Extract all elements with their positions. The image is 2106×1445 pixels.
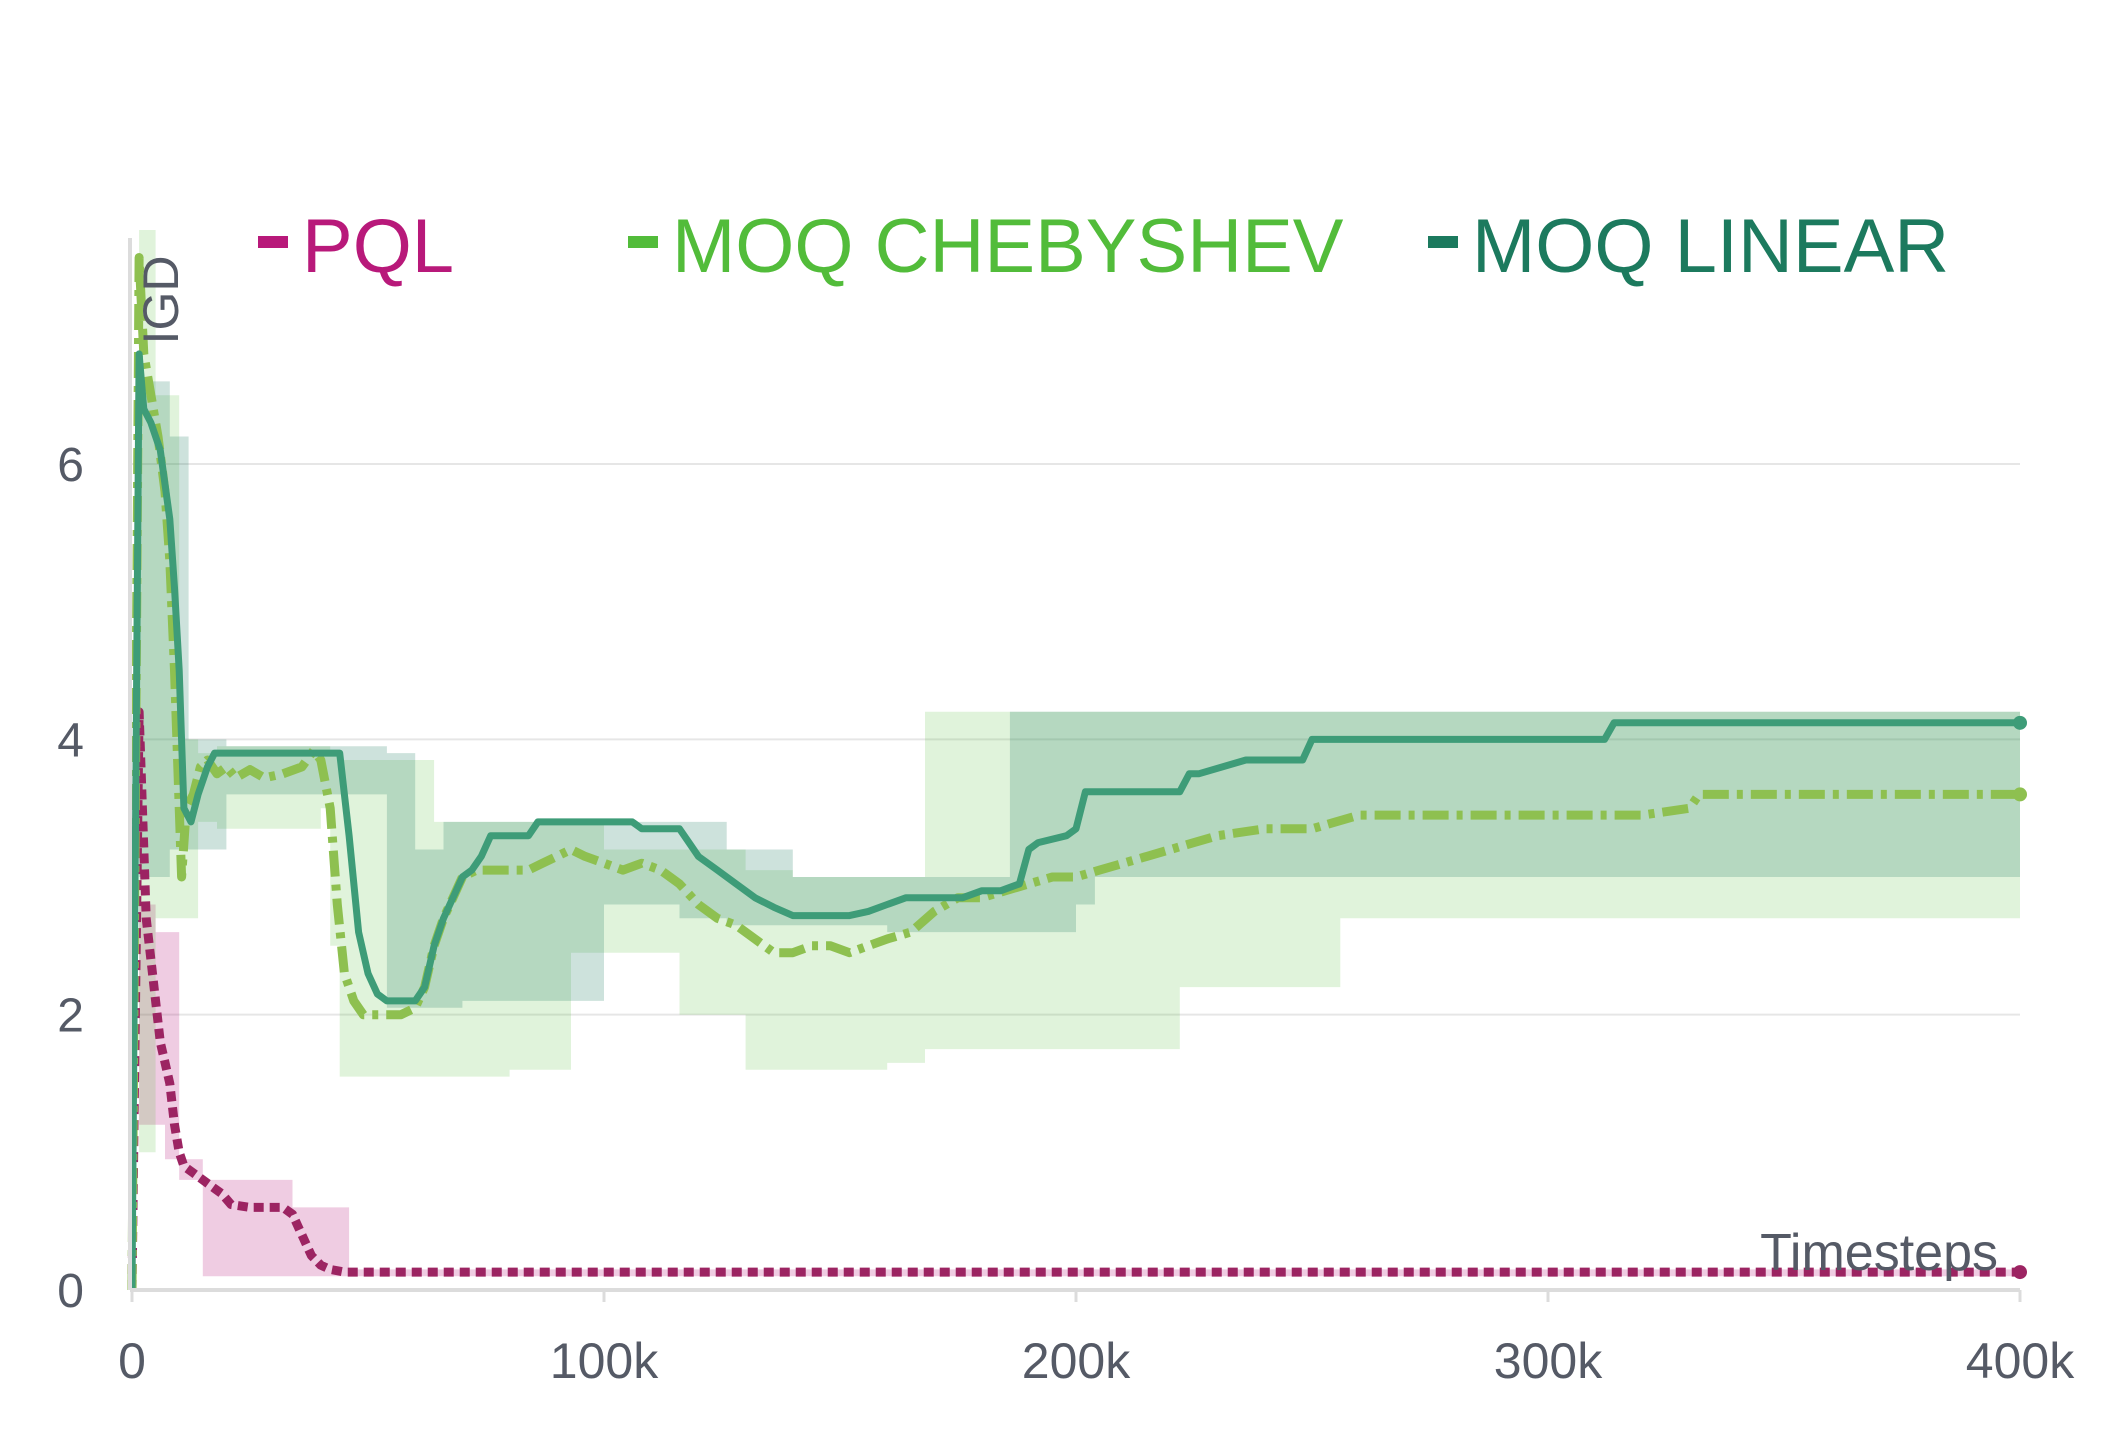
point-moq-linear bbox=[2013, 716, 2027, 730]
y-tick-label: 6 bbox=[57, 439, 84, 492]
legend-swatch-pql bbox=[258, 236, 288, 248]
x-tick-label: 200k bbox=[1022, 1333, 1131, 1389]
y-tick-label: 2 bbox=[57, 990, 84, 1043]
x-axis-label: Timesteps bbox=[1760, 1224, 1998, 1282]
legend-swatch-moq-linear bbox=[1428, 236, 1458, 248]
y-tick-label: 4 bbox=[57, 714, 84, 767]
legend-label-pql[interactable]: PQL bbox=[302, 204, 454, 289]
x-tick-label: 400k bbox=[1966, 1333, 2075, 1389]
legend-label-moq-linear[interactable]: MOQ LINEAR bbox=[1472, 204, 1949, 289]
legend: PQL MOQ CHEBYSHEV MOQ LINEAR bbox=[258, 204, 1949, 289]
legend-swatch-moq-chebyshev bbox=[628, 236, 658, 248]
band-layer bbox=[139, 230, 2020, 1276]
point-pql bbox=[2013, 1265, 2027, 1279]
y-axis-label: IGD bbox=[133, 256, 189, 345]
x-tick-label: 300k bbox=[1494, 1333, 1603, 1389]
point-moq-chebyshev bbox=[2013, 787, 2027, 801]
x-tick-label: 100k bbox=[550, 1333, 659, 1389]
x-tick-label: 0 bbox=[118, 1333, 146, 1389]
legend-label-moq-chebyshev[interactable]: MOQ CHEBYSHEV bbox=[672, 204, 1344, 289]
y-tick-label: 0 bbox=[57, 1265, 84, 1318]
